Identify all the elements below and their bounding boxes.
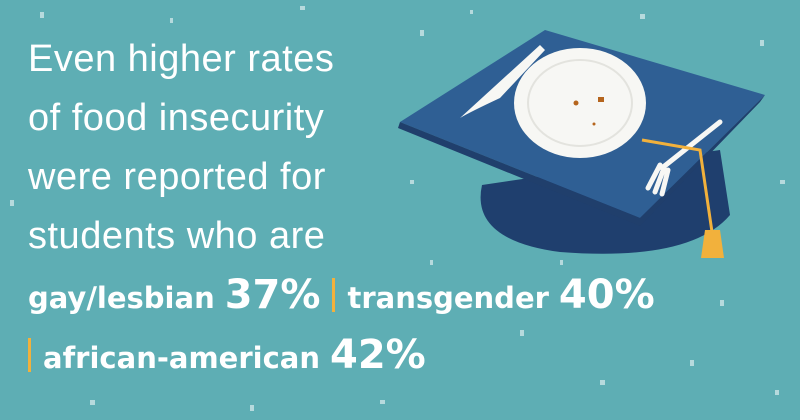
stat-label: gay/lesbian [28,281,215,315]
stats-row: african-american 42% [28,332,426,378]
separator [28,338,31,372]
headline-line: students who are [28,215,326,257]
headline-line: were reported for [28,156,326,198]
stat-value: 40% [558,272,655,318]
graduation-cap [398,30,765,258]
headline: Even higher rates of food insecurity wer… [28,30,334,266]
stat-value: 42% [329,332,426,378]
stats-row: gay/lesbian 37% transgender 40% [28,272,655,318]
confetti [10,6,785,411]
stat-label: african-american [43,341,320,375]
stat-label: transgender [347,281,549,315]
headline-line: of food insecurity [28,97,325,139]
separator [332,278,336,312]
headline-line: Even higher rates [28,38,335,80]
stat-value: 37% [224,272,321,318]
